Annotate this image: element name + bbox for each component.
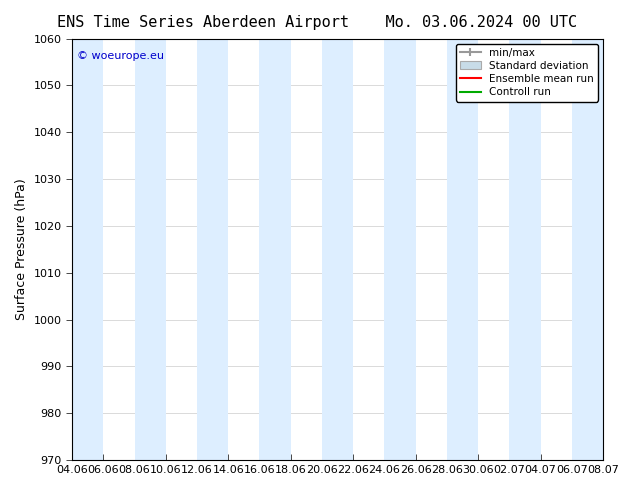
Bar	[384, 39, 416, 460]
Bar	[197, 39, 228, 460]
Text: © woeurope.eu: © woeurope.eu	[77, 51, 164, 61]
Bar	[72, 39, 103, 460]
Text: ENS Time Series Aberdeen Airport    Mo. 03.06.2024 00 UTC: ENS Time Series Aberdeen Airport Mo. 03.…	[57, 15, 577, 30]
Legend: min/max, Standard deviation, Ensemble mean run, Controll run: min/max, Standard deviation, Ensemble me…	[456, 44, 598, 101]
Bar	[572, 39, 603, 460]
Bar	[322, 39, 353, 460]
Bar	[134, 39, 166, 460]
Y-axis label: Surface Pressure (hPa): Surface Pressure (hPa)	[15, 178, 28, 320]
Bar	[509, 39, 541, 460]
Bar	[447, 39, 478, 460]
Bar	[259, 39, 291, 460]
